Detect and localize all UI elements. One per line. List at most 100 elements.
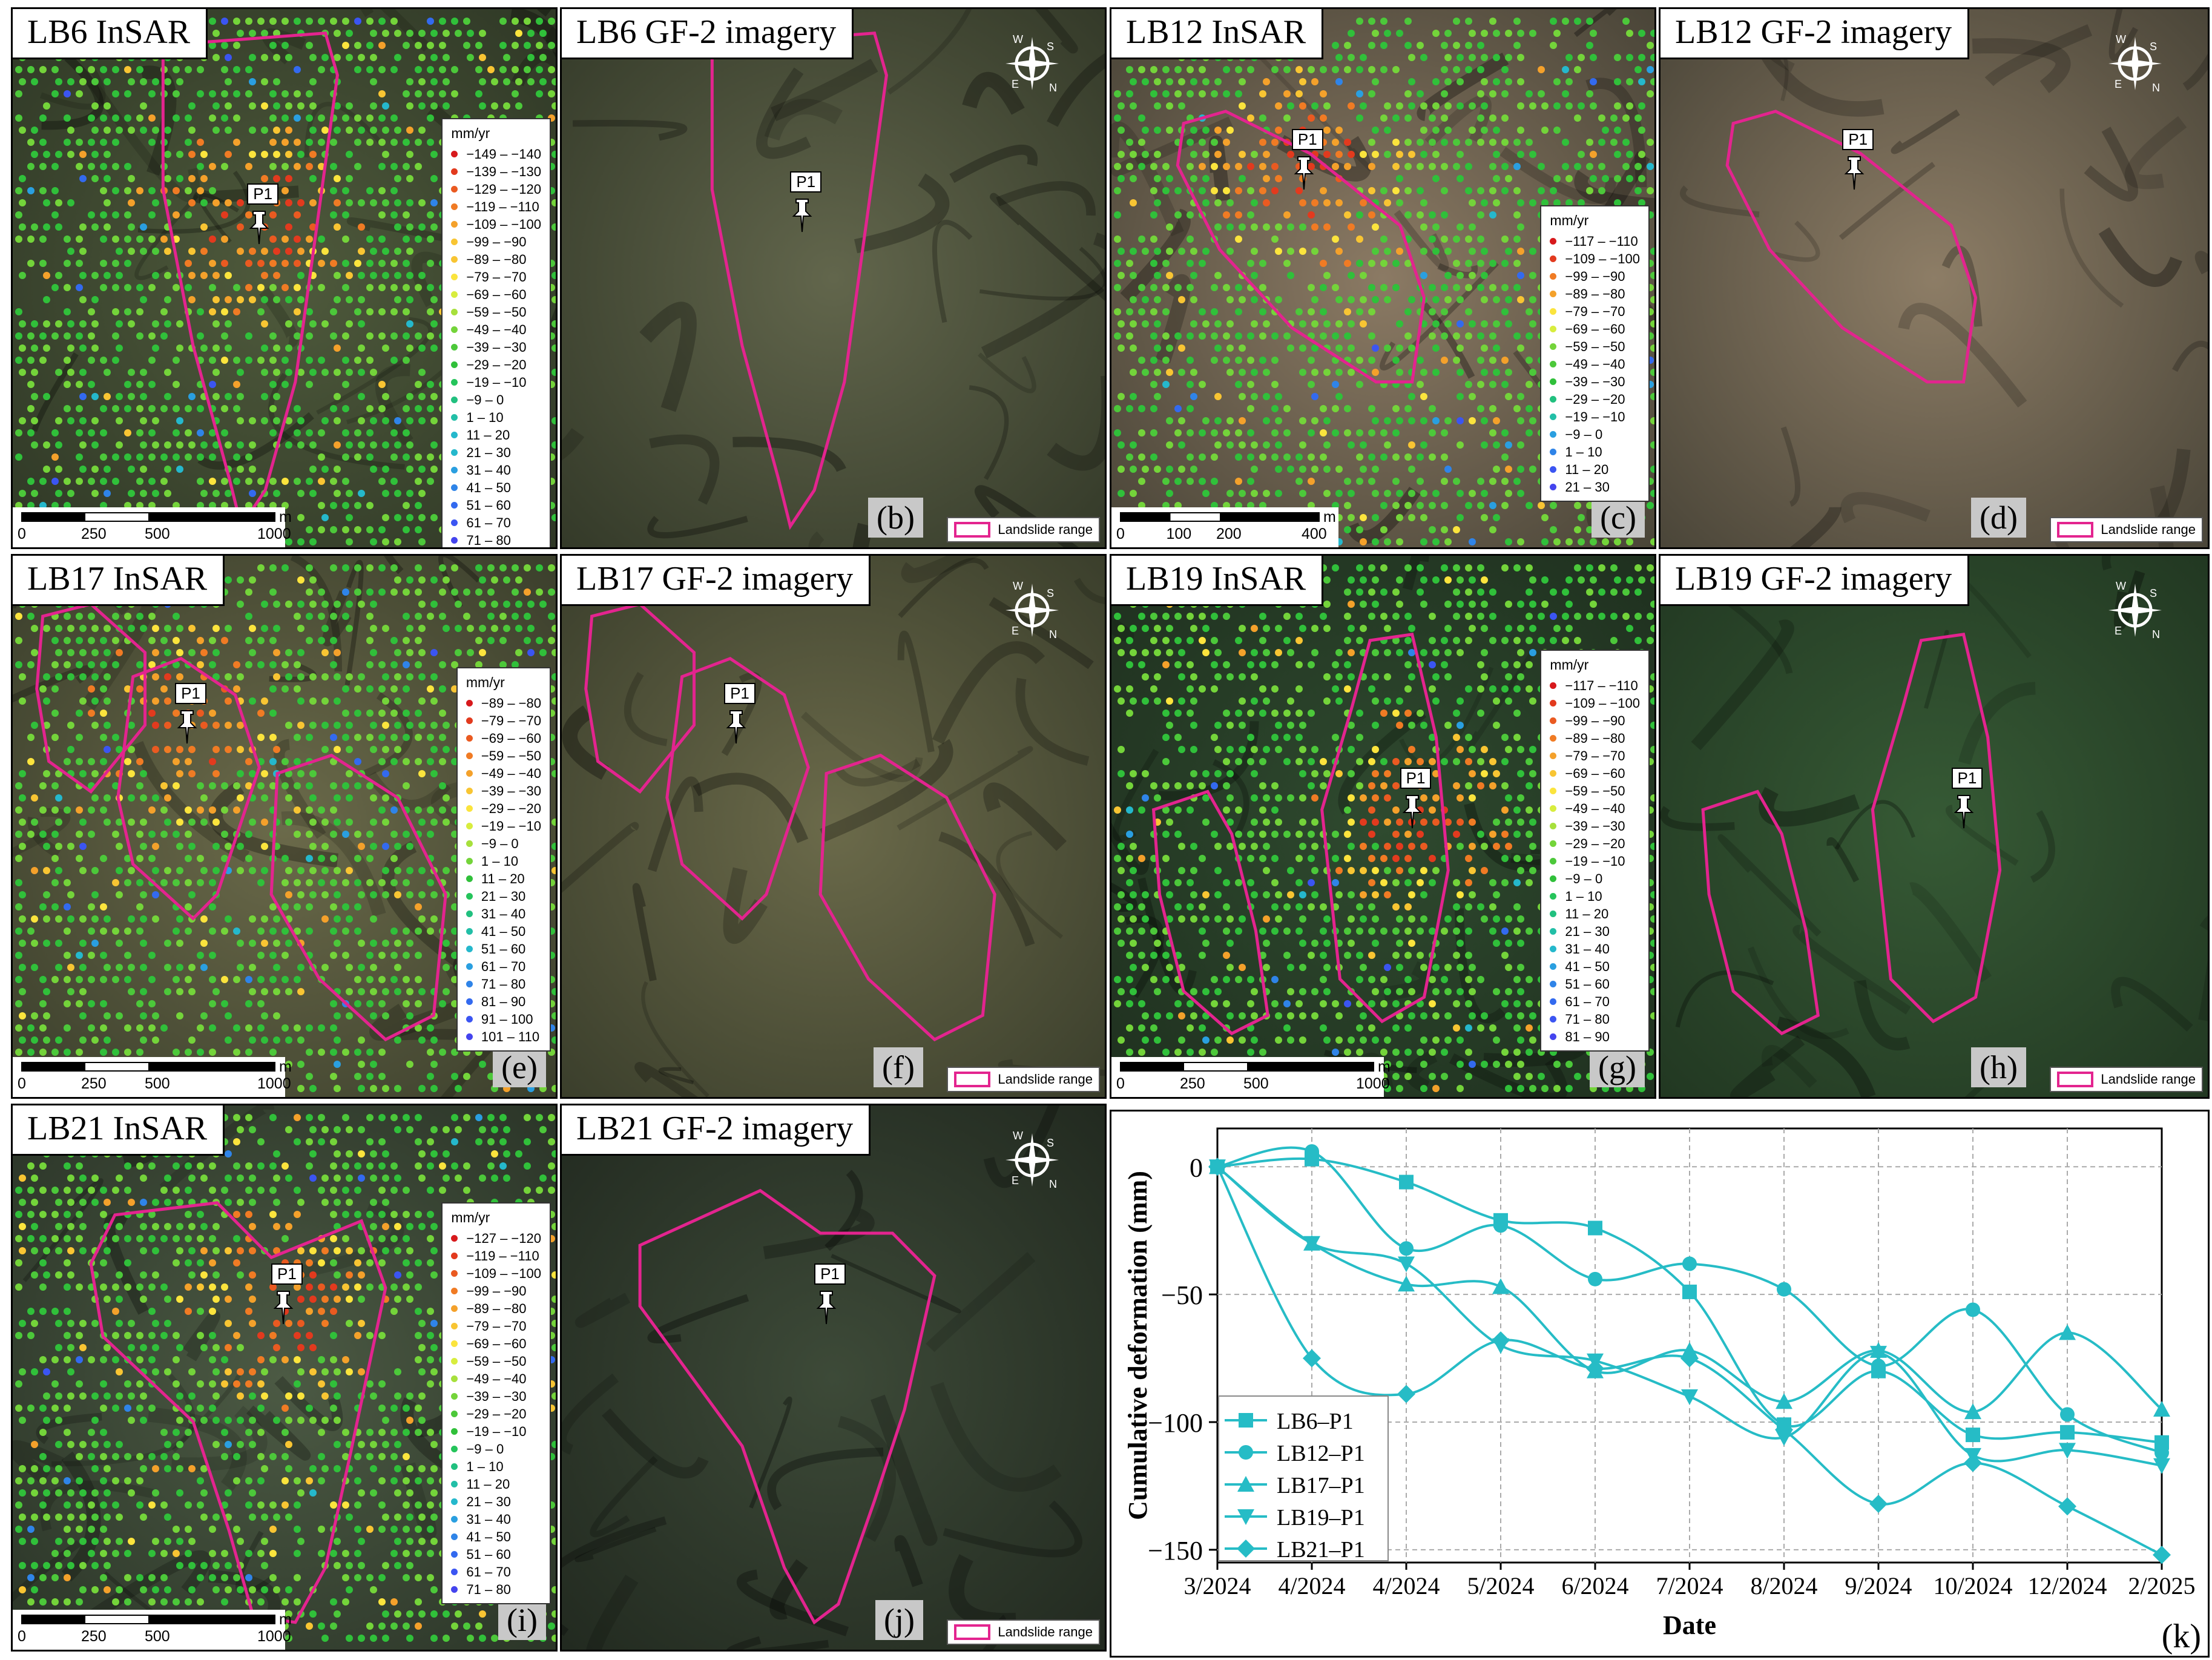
data-point <box>1493 1218 1508 1233</box>
legend-unit: mm/yr <box>451 125 490 141</box>
landslide-outline <box>1725 110 1978 384</box>
range-label: Landslide range <box>998 522 1093 537</box>
data-point <box>1964 1454 1982 1472</box>
legend-swatch <box>451 1533 458 1540</box>
legend-swatch <box>451 1235 458 1242</box>
legend-label: −29 – −20 <box>466 1406 527 1421</box>
data-point <box>1586 1359 1604 1378</box>
data-point <box>1680 1349 1699 1368</box>
landslide-outline <box>116 657 261 921</box>
data-point <box>1492 1331 1510 1350</box>
legend-unit: mm/yr <box>451 1210 490 1225</box>
legend-label: 11 – 20 <box>1565 906 1609 921</box>
panel-label: (g) <box>1590 1047 1645 1087</box>
panel-e: LB17 InSAR (e) P1 mm/yr −89 – −80 −79 – −70 −6… <box>11 554 558 1099</box>
compass-letter: W <box>2116 580 2126 592</box>
p1-label: P1 <box>247 183 279 205</box>
legend-label: 11 – 20 <box>466 427 510 443</box>
legend-label: −19 – −10 <box>466 374 527 390</box>
legend-swatch <box>466 911 473 917</box>
legend-swatch <box>451 1586 458 1593</box>
legend-label: −79 – −70 <box>466 269 527 285</box>
legend-item: 21 – 30 <box>451 1493 541 1510</box>
scale-tick: 250 <box>81 1075 107 1092</box>
compass-letter: W <box>1013 580 1023 592</box>
compass-letter: W <box>1013 33 1023 45</box>
legend-swatch <box>451 1428 458 1435</box>
scale-tick: 0 <box>18 1628 26 1645</box>
landslide-outline <box>1701 789 1820 1036</box>
legend-item: 11 – 20 <box>1550 461 1640 478</box>
panel-label: (h) <box>1971 1047 2026 1087</box>
p1-label: P1 <box>814 1263 846 1285</box>
pin-icon <box>273 1291 294 1325</box>
pin-icon <box>792 198 812 232</box>
legend-swatch <box>451 397 458 403</box>
legend-label: −99 – −90 <box>1565 713 1625 728</box>
landslide-range-legend: Landslide range <box>947 1067 1100 1092</box>
landslide-range-legend: Landslide range <box>947 1619 1100 1645</box>
legend-item: −109 – −100 <box>451 216 541 233</box>
legend-swatch <box>466 1016 473 1023</box>
legend-swatch <box>1550 753 1557 759</box>
legend-item: −9 – 0 <box>451 1440 541 1458</box>
legend-label: 41 – 50 <box>466 1529 511 1544</box>
legend-item: −49 – −40 <box>466 765 541 782</box>
data-point <box>2059 1324 2076 1340</box>
insar-points <box>15 564 556 1092</box>
deformation-legend: mm/yr −117 – −110 −109 – −100 −99 – −90 −89 … <box>1540 205 1650 502</box>
legend-swatch <box>451 274 458 280</box>
data-point <box>1682 1284 1697 1299</box>
legend-item: −69 – −60 <box>451 1335 541 1352</box>
data-point <box>1869 1494 1888 1513</box>
p1-label: P1 <box>271 1263 303 1285</box>
legend-item: −19 – −10 <box>451 374 541 391</box>
legend-label: −117 – −110 <box>1565 677 1638 693</box>
legend-item: −89 – −80 <box>1550 285 1640 303</box>
legend-item: 11 – 20 <box>451 1475 541 1493</box>
legend-item: 1 – 10 <box>1550 888 1640 905</box>
legend-label: −89 – −80 <box>481 695 541 711</box>
legend-swatch <box>1550 823 1557 829</box>
legend-swatch <box>1550 238 1557 245</box>
legend-label: 51 – 60 <box>481 941 526 957</box>
p1-label: P1 <box>790 171 822 193</box>
legend-label: −109 – −100 <box>466 1265 541 1281</box>
legend-swatch <box>1550 963 1557 970</box>
legend-swatch <box>1550 361 1557 367</box>
compass-letter: E <box>1012 625 1019 637</box>
legend-swatch <box>1550 396 1557 403</box>
x-tick-label: 9/2024 <box>1845 1572 1912 1599</box>
legend-swatch <box>451 414 458 421</box>
legend-item: 71 – 80 <box>466 975 541 993</box>
legend-swatch <box>451 1498 458 1505</box>
scale-tick: 0 <box>18 525 26 542</box>
compass-letter: E <box>1012 78 1019 90</box>
legend-swatch <box>1550 413 1557 420</box>
legend-label: −9 – 0 <box>466 392 504 407</box>
legend-item: 91 – 100 <box>466 1010 541 1028</box>
legend-label: 31 – 40 <box>1565 941 1610 957</box>
panel-title: LB21 GF-2 imagery <box>562 1105 871 1156</box>
legend-label: 31 – 40 <box>466 462 511 478</box>
legend-swatch <box>466 805 473 812</box>
legend-item: −59 – −50 <box>1550 338 1640 355</box>
compass-letter: N <box>1049 82 1057 94</box>
compass-letter: W <box>2116 33 2126 45</box>
legend-label: 1 – 10 <box>481 853 519 869</box>
legend-item: −29 – −20 <box>451 1405 541 1423</box>
legend-label: −29 – −20 <box>1565 835 1625 851</box>
compass-letter: W <box>1013 1130 1023 1142</box>
legend-label: −9 – 0 <box>1565 426 1603 442</box>
series-4 <box>1208 1158 2171 1564</box>
legend-label: −79 – −70 <box>481 713 541 728</box>
legend-item: 21 – 30 <box>1550 478 1640 496</box>
legend-label: 1 – 10 <box>466 1458 504 1474</box>
panel-label: (b) <box>868 498 923 538</box>
data-point <box>2060 1425 2075 1440</box>
legend-unit: mm/yr <box>1550 212 1589 228</box>
range-swatch <box>2057 522 2094 538</box>
data-point <box>1208 1158 1226 1176</box>
legend-item: −99 – −90 <box>1550 712 1640 730</box>
legend-item: −99 – −90 <box>451 233 541 251</box>
